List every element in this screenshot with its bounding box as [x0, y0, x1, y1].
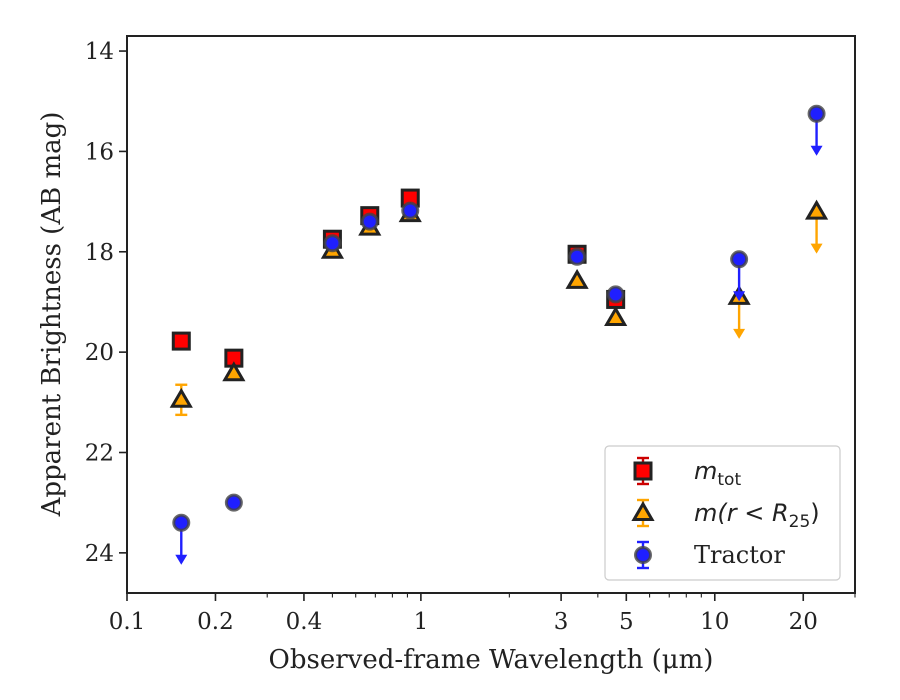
tractor-point: [401, 201, 420, 220]
mtot-point: [171, 331, 191, 351]
tractor-point: [730, 250, 749, 269]
tractor-point: [807, 104, 826, 123]
tractor-point: [360, 212, 379, 231]
legend-label-mtot: mtot: [694, 457, 741, 490]
y-tick-label: 18: [85, 240, 114, 266]
upper-limit-head: [733, 291, 746, 302]
tractor-point: [224, 493, 243, 512]
mr25-point: [604, 306, 628, 326]
x-tick-label: 5: [619, 609, 634, 635]
legend-marker-mr25: [631, 501, 655, 521]
tractor-point: [606, 285, 625, 304]
legend-label-mr25: m(r < R25): [694, 499, 820, 532]
x-tick-label: 10: [700, 609, 729, 635]
mr25-point: [804, 199, 829, 220]
y-tick-label: 24: [85, 541, 114, 567]
upper-limit-head: [810, 243, 823, 254]
axis-ticks: 0.1 0.2 0.4 1 3 5 10 20 14 16 18 20 22 24: [85, 39, 856, 635]
plot-marks: [169, 104, 829, 565]
y-axis-title: Apparent Brightness (AB mag): [37, 112, 67, 518]
tractor-point: [172, 513, 191, 532]
x-tick-label: 0.1: [109, 609, 146, 635]
upper-limit-head: [810, 145, 823, 156]
series-mtot: [171, 188, 626, 368]
y-tick-label: 22: [85, 440, 114, 466]
mr25-point: [565, 268, 589, 289]
x-axis-title: Observed-frame Wavelength (μm): [269, 645, 714, 675]
series-tractor: [172, 104, 826, 565]
legend-box: [604, 445, 841, 581]
x-tick-label: 0.2: [197, 609, 234, 635]
legend-marker-mtot: [633, 461, 653, 481]
tractor-point: [568, 247, 587, 266]
upper-limit-head: [175, 554, 188, 565]
mr25-point: [222, 361, 246, 382]
upper-limit-head: [733, 328, 746, 339]
mr25-point: [169, 387, 193, 408]
legend-marker-tractor: [634, 546, 652, 564]
x-tick-label: 3: [554, 609, 569, 635]
legend-label-tractor: Tractor: [694, 541, 785, 569]
x-tick-label: 0.4: [286, 609, 323, 635]
y-tick-label: 16: [85, 139, 114, 165]
x-tick-label: 20: [789, 609, 818, 635]
y-tick-label: 20: [85, 340, 114, 366]
series-mr25: [169, 199, 829, 417]
tractor-point: [323, 234, 342, 253]
y-tick-label: 14: [85, 39, 114, 65]
legend: mtot m(r < R25) Tractor: [604, 445, 841, 581]
x-tick-label: 1: [414, 609, 429, 635]
plot-frame: [126, 35, 856, 594]
